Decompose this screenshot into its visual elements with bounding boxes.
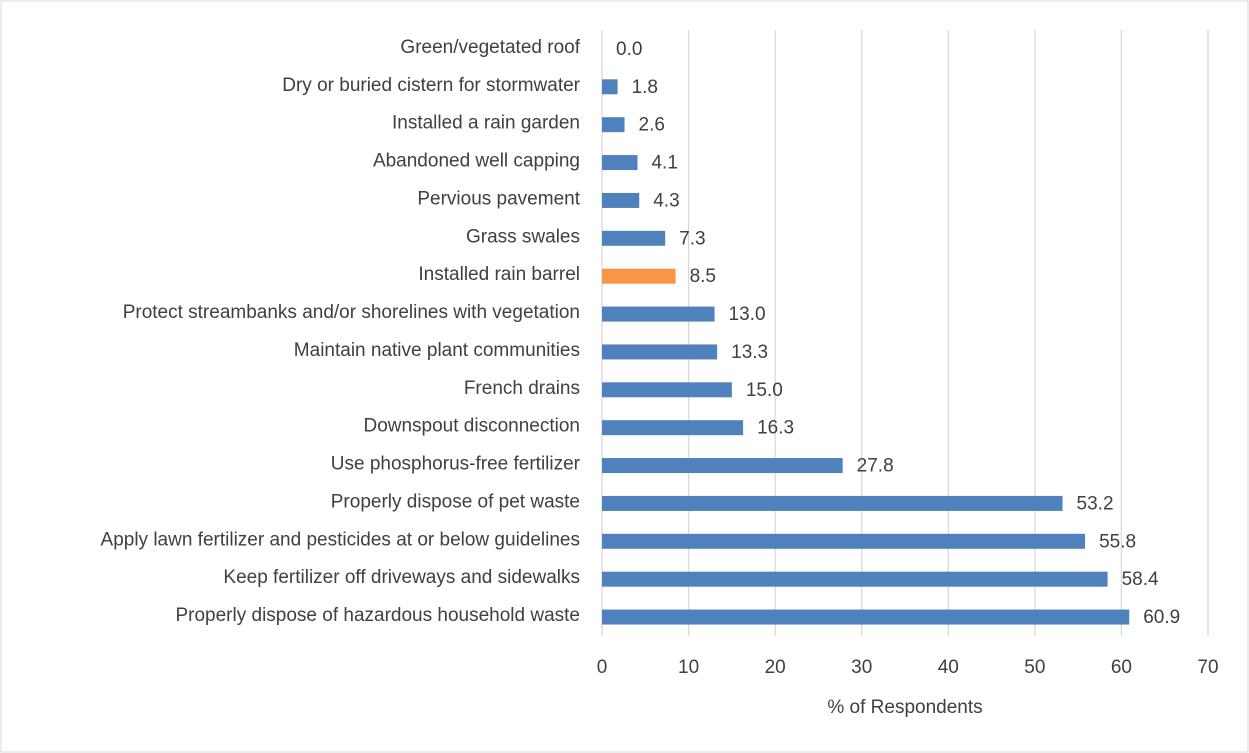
bar [602, 117, 625, 133]
value-label: 13.0 [729, 304, 766, 325]
y-tick-label: Properly dispose of pet waste [331, 491, 580, 512]
bar [602, 306, 715, 322]
value-label: 16.3 [757, 418, 794, 439]
value-label: 55.8 [1099, 531, 1136, 552]
y-tick-label: Installed a rain garden [392, 113, 580, 134]
value-label: 27.8 [857, 456, 894, 477]
x-tick-label: 10 [678, 657, 699, 678]
y-tick-label: Grass swales [466, 226, 580, 247]
y-tick-label: Dry or buried cistern for stormwater [282, 75, 580, 96]
bar [602, 533, 1086, 549]
x-tick-label: 20 [765, 657, 786, 678]
y-tick-label: Maintain native plant communities [294, 340, 580, 361]
value-label: 2.6 [639, 115, 665, 136]
y-tick-label: Abandoned well capping [373, 151, 580, 172]
y-tick-label: Installed rain barrel [418, 264, 580, 285]
x-tick-label: 70 [1197, 657, 1218, 678]
bar [602, 571, 1108, 587]
bar [602, 382, 732, 398]
value-label: 7.3 [679, 228, 705, 249]
value-label: 4.3 [653, 190, 679, 211]
value-label: 60.9 [1143, 607, 1180, 628]
x-tick-label: 60 [1111, 657, 1132, 678]
y-tick-label: Apply lawn fertilizer and pesticides at … [101, 529, 580, 550]
value-label: 1.8 [632, 77, 658, 98]
y-tick-label: Properly dispose of hazardous household … [175, 605, 580, 626]
value-label: 0.0 [616, 39, 642, 60]
value-label: 53.2 [1077, 493, 1114, 514]
y-tick-label: Protect streambanks and/or shorelines wi… [123, 302, 580, 323]
value-label: 15.0 [746, 380, 783, 401]
y-tick-label: Keep fertilizer off driveways and sidewa… [223, 567, 580, 588]
x-tick-label: 0 [597, 657, 608, 678]
bar [602, 79, 618, 95]
value-label: 13.3 [731, 342, 768, 363]
bar [602, 420, 744, 436]
y-tick-label: Pervious pavement [417, 188, 580, 209]
value-label: 58.4 [1122, 569, 1159, 590]
y-tick-label: Downspout disconnection [363, 416, 580, 437]
value-label: 4.1 [651, 153, 677, 174]
bar [602, 192, 640, 208]
bar [602, 458, 843, 474]
x-axis-title: % of Respondents [827, 697, 982, 718]
x-tick-label: 30 [851, 657, 872, 678]
bar [602, 230, 666, 246]
bar [602, 155, 638, 171]
y-tick-label: French drains [464, 378, 580, 399]
bar [602, 344, 718, 360]
y-tick-label: Use phosphorus-free fertilizer [331, 454, 581, 475]
x-tick-label: 40 [938, 657, 959, 678]
y-tick-label: Green/vegetated roof [400, 37, 580, 58]
bar [602, 268, 676, 284]
bar [602, 609, 1130, 625]
x-tick-label: 50 [1024, 657, 1045, 678]
bar [602, 495, 1063, 511]
value-label: 8.5 [690, 266, 716, 287]
